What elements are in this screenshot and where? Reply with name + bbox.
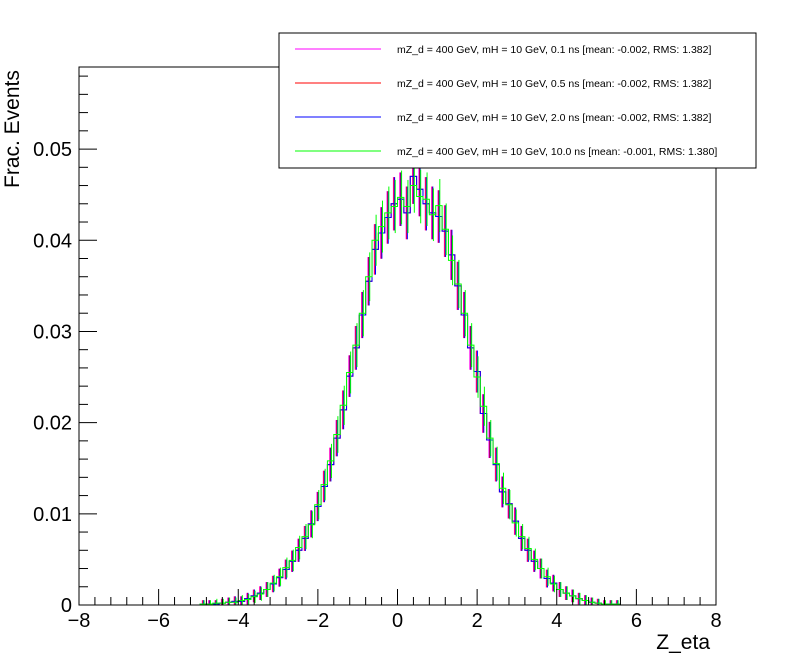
x-tick-label: −4 xyxy=(227,610,250,632)
series-3-line xyxy=(79,175,716,606)
y-tick-label: 0.04 xyxy=(33,230,72,252)
series-1-line xyxy=(79,175,716,606)
y-axis: 0 0.01 0.02 0.03 0.04 0.05 xyxy=(33,75,97,617)
series-3 xyxy=(79,148,716,606)
legend-entry: mZ_d = 400 GeV, mH = 10 GeV, 10.0 ns [me… xyxy=(295,146,717,158)
x-tick-label: 6 xyxy=(631,610,642,632)
x-tick-label: −2 xyxy=(306,610,329,632)
legend: mZ_d = 400 GeV, mH = 10 GeV, 0.1 ns [mea… xyxy=(278,32,757,169)
x-tick-label: −6 xyxy=(147,610,170,632)
legend-label: mZ_d = 400 GeV, mH = 10 GeV, 10.0 ns [me… xyxy=(397,146,717,158)
x-tick-label: 2 xyxy=(472,610,483,632)
series-layer xyxy=(79,148,716,606)
y-axis-title: Frac. Events xyxy=(1,70,24,188)
x-tick-label: −8 xyxy=(68,610,91,632)
legend-label: mZ_d = 400 GeV, mH = 10 GeV, 0.1 ns [mea… xyxy=(397,44,711,56)
series-2 xyxy=(79,148,716,606)
series-4-line xyxy=(79,185,716,606)
legend-label: mZ_d = 400 GeV, mH = 10 GeV, 2.0 ns [mea… xyxy=(397,112,711,124)
legend-entry: mZ_d = 400 GeV, mH = 10 GeV, 2.0 ns [mea… xyxy=(295,112,711,124)
series-2-line xyxy=(79,175,716,606)
series-1 xyxy=(79,148,716,606)
legend-label: mZ_d = 400 GeV, mH = 10 GeV, 0.5 ns [mea… xyxy=(397,78,711,90)
x-axis: −8 −6 −4 −2 0 2 4 6 8 xyxy=(68,589,722,632)
legend-entry: mZ_d = 400 GeV, mH = 10 GeV, 0.1 ns [mea… xyxy=(295,44,711,56)
y-tick-label: 0.01 xyxy=(33,504,72,526)
x-axis-title: Z_eta xyxy=(656,631,710,654)
x-tick-label: 4 xyxy=(551,610,562,632)
y-tick-label: 0.02 xyxy=(33,413,72,435)
x-tick-label: 8 xyxy=(710,610,721,632)
y-tick-label: 0.05 xyxy=(33,139,72,161)
y-tick-label: 0.03 xyxy=(33,321,72,343)
series-4 xyxy=(79,158,716,606)
x-tick-label: 0 xyxy=(392,610,403,632)
legend-box xyxy=(278,32,757,169)
y-tick-label: 0 xyxy=(61,595,72,617)
legend-entry: mZ_d = 400 GeV, mH = 10 GeV, 0.5 ns [mea… xyxy=(295,78,711,90)
